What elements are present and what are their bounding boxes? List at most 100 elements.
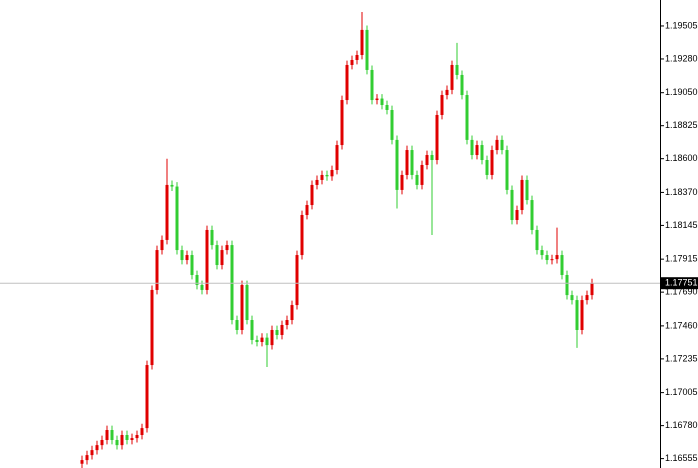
candle-body [170,184,174,187]
candle-body [235,320,239,330]
candle-body [100,439,104,446]
candle-body [240,284,244,330]
candle-body [155,250,159,290]
candle-body [585,295,589,301]
candle-body [105,430,109,440]
candle-body [125,435,129,440]
candle-body [280,325,284,335]
candle-body [440,95,444,115]
candle-body [530,200,534,230]
candle-body [160,239,164,251]
candle-body [150,289,154,366]
candle-body [300,215,304,256]
candle-body [570,295,574,301]
candle-body [200,284,204,290]
candle-body [165,184,169,240]
candle-body [350,59,354,65]
candle-body [515,210,519,220]
candle-body [310,184,314,206]
candle-body [145,365,149,429]
candle-body [355,54,359,60]
candle-body [410,150,414,175]
candle-body [285,320,289,326]
candle-body [465,95,469,140]
candle-body [405,150,409,175]
candle-body [135,435,139,439]
candle-body [460,74,464,96]
candle-body [540,250,544,256]
candle-body [490,150,494,175]
candle-body [255,339,259,343]
y-tick-label: 1.17915 [665,254,698,264]
candle-body [80,460,84,464]
candle-body [430,155,434,161]
candle-body [185,255,189,261]
candle-body [445,89,449,96]
candle-body [480,145,484,161]
candle-body [360,29,364,55]
candle-body [115,439,119,446]
candle-body [265,337,269,346]
candle-body [495,139,499,151]
y-tick-label: 1.18145 [665,220,698,230]
y-tick-label: 1.16555 [665,453,698,463]
candle-body [225,245,229,251]
candle-body [580,300,584,330]
candle-body [400,174,404,190]
candle-body [425,155,429,165]
candle-body [190,255,194,275]
y-tick-label: 1.17460 [665,320,698,330]
y-tick-label: 1.18825 [665,120,698,130]
candle-body [345,64,349,101]
candle-body [260,337,264,343]
candle-body [520,179,524,211]
candle-body [275,329,279,335]
candle-body [565,274,569,296]
y-tick-label: 1.18370 [665,187,698,197]
y-tick-label: 1.17235 [665,353,698,363]
candle-body [505,150,509,190]
candle-body [340,100,344,146]
candle-body [140,428,144,436]
candle-body [210,229,214,246]
candle-body [390,109,394,140]
y-tick-label: 1.19280 [665,53,698,63]
candle-body [270,329,274,346]
candle-body [420,164,424,185]
candle-body [180,250,184,261]
candle-body [375,98,379,101]
candle-body [395,139,399,190]
candle-body [215,245,219,266]
candle-body [175,186,179,251]
candle-body [385,105,389,110]
y-tick-label: 1.17690 [665,287,698,297]
candle-body [205,229,209,290]
candle-body [110,430,114,440]
candle-body [250,320,254,340]
candle-body [330,169,334,177]
candle-body [90,450,94,456]
candle-body [120,435,124,446]
candle-body [555,255,559,260]
candle-body [535,229,539,251]
candle-body [365,29,369,70]
y-tick-label: 1.17005 [665,387,698,397]
candle-body [220,250,224,266]
candle-body [415,174,419,185]
candle-body [95,445,99,451]
candle-body [545,255,549,261]
y-tick-label: 1.16780 [665,420,698,430]
candle-body [560,255,564,275]
candle-body [195,274,199,285]
candle-body [525,179,529,201]
candle-body [470,139,474,156]
candle-body [370,69,374,101]
y-tick-label: 1.19505 [665,20,698,30]
candle-body [315,179,319,185]
candle-body [245,284,249,321]
candle-body [450,64,454,90]
candle-body [455,64,459,75]
current-price-label: 1.17751 [665,278,698,288]
candle-body [550,259,554,261]
